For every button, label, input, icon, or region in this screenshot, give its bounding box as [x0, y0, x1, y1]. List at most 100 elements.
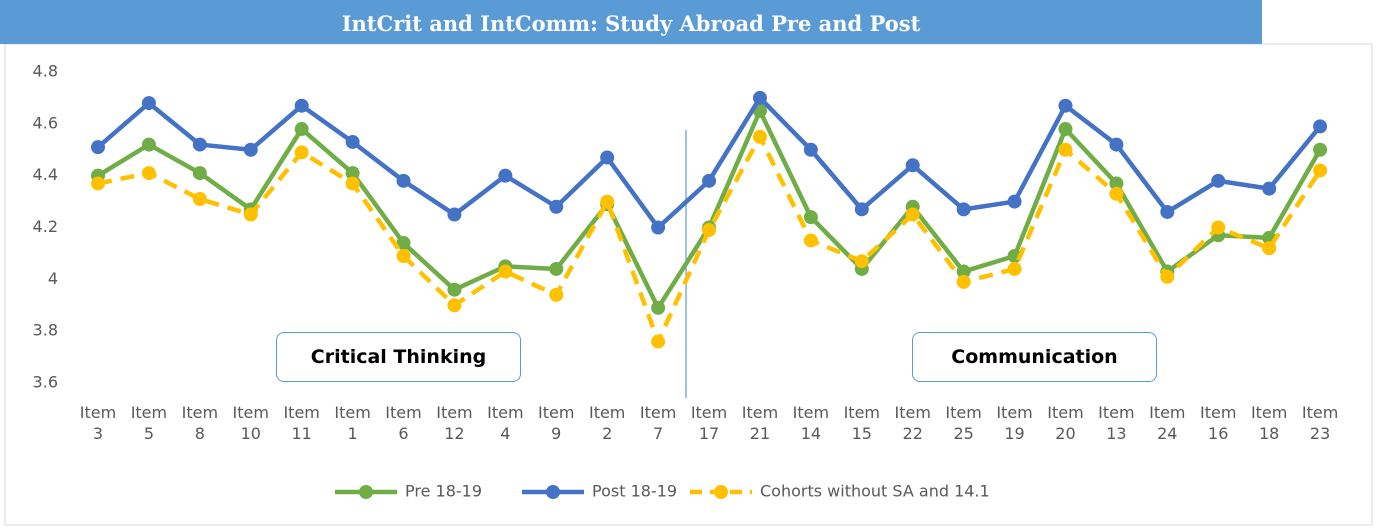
legend-label: Cohorts without SA and 14.1	[760, 482, 990, 501]
data-point	[192, 137, 207, 152]
data-point	[447, 207, 462, 222]
data-point	[1313, 163, 1328, 178]
x-tick-label: Item 21	[741, 403, 779, 443]
data-point	[1109, 186, 1124, 201]
y-tick-label: 4.8	[33, 62, 58, 81]
data-point	[905, 207, 920, 222]
data-point	[854, 254, 869, 269]
data-point	[192, 191, 207, 206]
data-point	[1058, 122, 1073, 137]
data-point	[1160, 269, 1175, 284]
y-tick-label: 3.6	[33, 373, 58, 392]
y-tick-label: 3.8	[33, 321, 58, 340]
data-point	[294, 145, 309, 160]
legend-label: Pre 18-19	[405, 482, 482, 501]
data-point	[1313, 119, 1328, 134]
data-point	[1109, 176, 1124, 191]
data-point	[651, 334, 666, 349]
annotation: Communication	[912, 332, 1157, 382]
data-point	[294, 122, 309, 137]
data-point	[803, 142, 818, 157]
data-point	[1058, 98, 1073, 113]
x-tick-label: Item 7	[639, 403, 677, 443]
x-tick-label: Item 23	[1301, 403, 1339, 443]
data-point	[651, 220, 666, 235]
data-point	[803, 210, 818, 225]
chart-border	[4, 43, 1373, 526]
x-tick-label: Item 22	[894, 403, 931, 443]
x-tick-label: Item 2	[588, 403, 626, 443]
data-point	[1160, 204, 1175, 219]
x-tick-label: Item 4	[487, 403, 524, 443]
data-point	[396, 236, 411, 251]
data-point	[549, 287, 564, 302]
data-point	[1262, 181, 1277, 196]
legend-marker	[359, 485, 373, 499]
x-tick-label: Item 13	[1098, 403, 1135, 443]
data-point	[1109, 137, 1124, 152]
x-tick-label: Item 20	[1047, 403, 1084, 443]
data-point	[752, 129, 767, 144]
legend-marker	[714, 485, 728, 499]
data-point	[1211, 173, 1226, 188]
data-point	[1211, 220, 1226, 235]
y-tick-label: 4	[48, 269, 58, 288]
y-tick-label: 4.2	[33, 217, 58, 236]
series-line	[97, 134, 1322, 344]
x-tick-label: Item 15	[843, 403, 880, 443]
data-point	[91, 140, 105, 155]
data-point	[956, 274, 971, 289]
data-point	[600, 194, 615, 209]
data-point	[192, 166, 207, 181]
data-point	[702, 223, 717, 238]
data-point	[549, 199, 564, 214]
annotation: Critical Thinking	[276, 332, 521, 382]
x-tick-label: Item 10	[232, 403, 269, 443]
data-point	[956, 202, 971, 217]
data-point	[345, 134, 360, 149]
x-tick-label: Item 24	[1149, 403, 1186, 443]
data-point	[345, 166, 360, 181]
data-point	[141, 96, 156, 111]
data-point	[141, 137, 156, 152]
data-point	[345, 176, 360, 191]
data-point	[243, 207, 258, 222]
x-tick-label: Item 25	[945, 403, 982, 443]
data-point	[1313, 142, 1328, 157]
data-point	[905, 158, 920, 173]
x-tick-label: Item 1	[334, 403, 371, 443]
data-point	[294, 98, 309, 113]
x-tick-label: Item 19	[996, 403, 1033, 443]
data-point	[1007, 261, 1022, 276]
x-tick-label: Item 6	[385, 403, 422, 443]
data-point	[752, 90, 767, 105]
series-line	[96, 108, 1323, 311]
data-point	[803, 233, 818, 248]
data-point	[396, 249, 411, 264]
x-tick-label: Item 12	[436, 403, 473, 443]
chart-title: IntCrit and IntComm: Study Abroad Pre an…	[0, 0, 1262, 44]
x-tick-label: Item 18	[1250, 403, 1288, 443]
x-tick-label: Item 9	[538, 403, 575, 443]
x-tick-label: Item 3	[79, 403, 117, 443]
data-point	[549, 261, 564, 276]
data-point	[956, 264, 971, 279]
x-tick-label: Item 14	[792, 403, 830, 443]
data-point	[447, 298, 462, 313]
data-point	[854, 202, 869, 217]
legend-marker	[546, 485, 560, 499]
y-tick-label: 4.4	[33, 165, 58, 184]
data-point	[141, 166, 156, 181]
x-tick-label: Item 8	[181, 403, 219, 443]
data-point	[498, 168, 513, 183]
legend-label: Post 18-19	[592, 482, 677, 501]
data-point	[651, 300, 666, 315]
x-tick-label: Item 17	[690, 403, 728, 443]
data-point	[600, 150, 615, 165]
data-point	[447, 282, 462, 297]
data-point	[243, 142, 258, 157]
data-point	[1058, 142, 1073, 157]
data-point	[498, 264, 513, 279]
